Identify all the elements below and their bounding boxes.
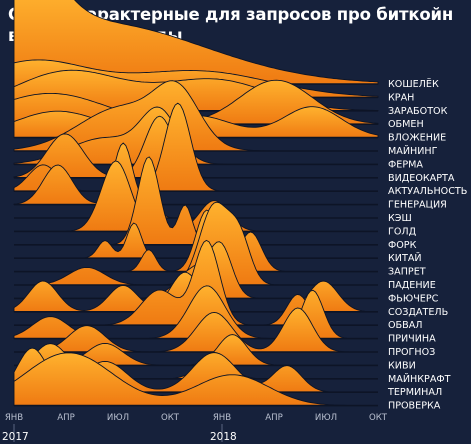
row-label: ВЛОЖЕНИЕ xyxy=(388,133,446,144)
x-tick-label: ЯНВ xyxy=(5,413,23,423)
ridge-1 xyxy=(13,0,379,85)
row-label: СОЗДАТЕЛЬ xyxy=(388,307,448,318)
row-label: КЭШ xyxy=(388,213,412,224)
row-label: ПАДЕНИЕ xyxy=(388,280,436,291)
ridge-25 xyxy=(13,352,378,407)
row-label: ВИДЕОКАРТА xyxy=(388,173,455,184)
row-labels-group: КОШЕЛЁК КРАН ЗАРАБОТОК ОБМЕН ВЛОЖЕНИЕМАЙНИНГ… xyxy=(387,77,467,412)
row-label: КРАН xyxy=(388,92,414,103)
chart-title-line-1: Слова, характерные для запросов про битк… xyxy=(8,5,454,24)
row-label: ПРИЧИНА xyxy=(388,334,436,345)
year-label: 2017 xyxy=(2,431,29,443)
row-label: МАЙНИНГ xyxy=(388,144,438,157)
row-label: ОБВАЛ xyxy=(388,320,423,331)
ridge-20 xyxy=(13,285,378,340)
x-tick-label: ЯНВ xyxy=(213,413,231,423)
x-tick-label: ИЮЛ xyxy=(107,413,129,423)
row-label: ПРОГНОЗ xyxy=(388,347,435,358)
ridges-group xyxy=(13,0,379,407)
row-label: ФОРК xyxy=(388,240,417,251)
x-axis: ЯНВ АПР ИЮЛ ОКТ ЯНВ АПР ИЮЛ ОКТ 2017 2018 xyxy=(2,413,388,443)
row-label: ТЕРМИНАЛ xyxy=(387,387,442,398)
row-label: КИТАЙ xyxy=(388,251,422,264)
row-label: ФЕРМА xyxy=(388,159,423,170)
row-label: МАЙНКРАФТ xyxy=(388,372,451,385)
year-label: 2018 xyxy=(210,431,237,443)
row-label: ГОЛД xyxy=(388,226,417,237)
row-label: ГЕНЕРАЦИЯ xyxy=(388,200,447,211)
row-label: ПРОВЕРКА xyxy=(388,401,441,412)
x-tick-label: ОКТ xyxy=(369,413,388,423)
row-label: КОШЕЛЁК xyxy=(388,77,439,90)
row-label: ЗАПРЕТ xyxy=(388,267,426,278)
x-tick-label: ОКТ xyxy=(161,413,180,423)
x-tick-label: АПР xyxy=(265,413,283,423)
x-tick-label: АПР xyxy=(57,413,75,423)
row-label: КИВИ xyxy=(388,360,416,371)
row-label: ОБМЕН xyxy=(388,119,424,130)
x-tick-label: ИЮЛ xyxy=(315,413,337,423)
row-label: ЗАРАБОТОК xyxy=(388,106,448,117)
ridge-21 xyxy=(14,307,378,353)
row-label: АКТУАЛЬНОСТЬ xyxy=(388,186,467,197)
row-label: ФЬЮЧЕРС xyxy=(388,293,439,304)
